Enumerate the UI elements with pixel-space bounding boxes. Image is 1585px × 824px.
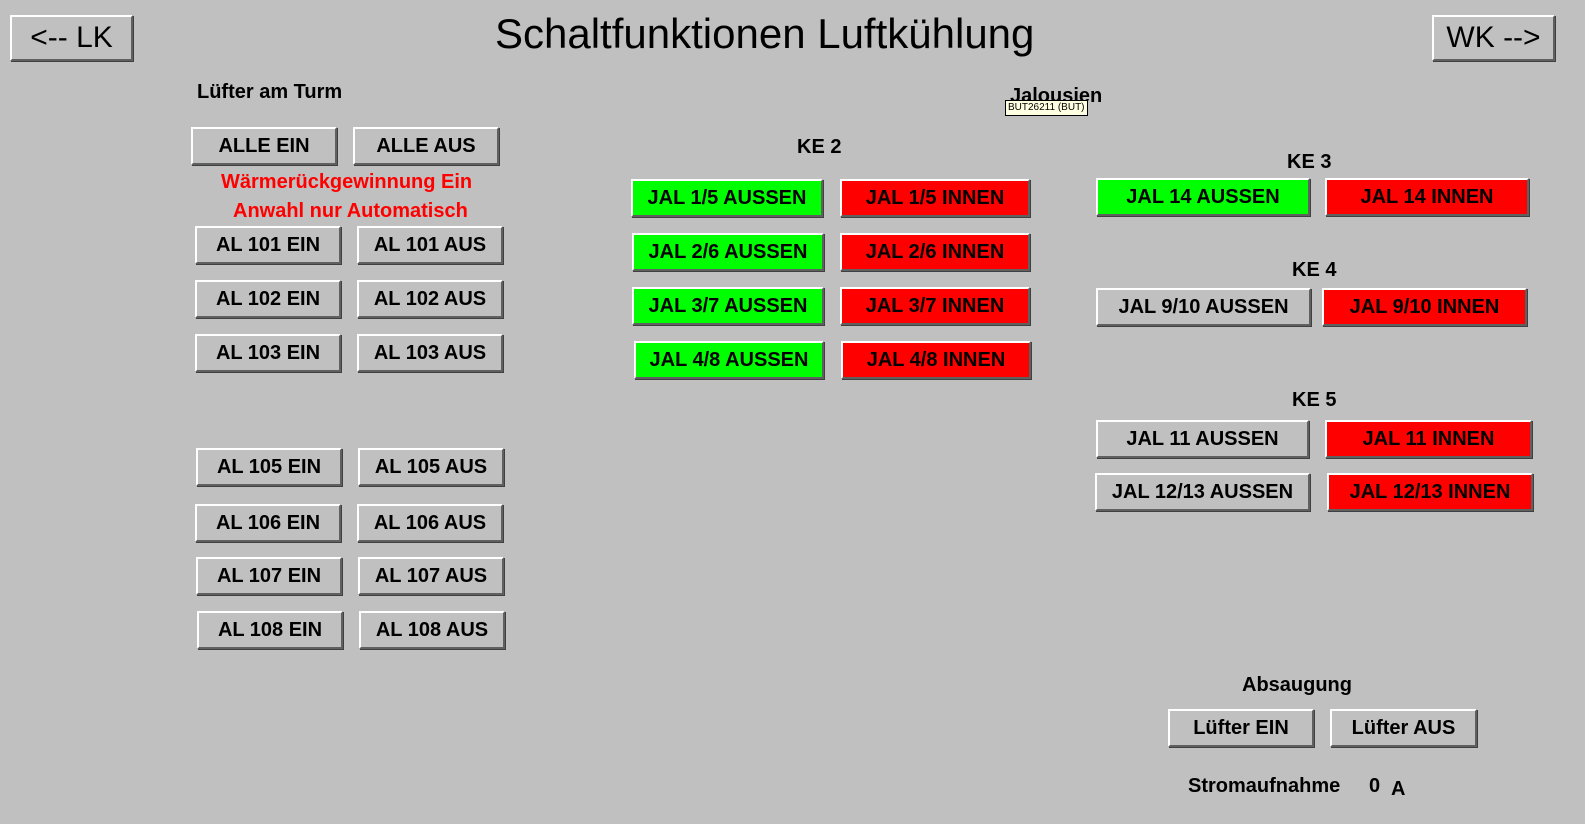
- al-103-aus-button[interactable]: AL 103 AUS: [357, 334, 503, 372]
- jal-11-innen-button[interactable]: JAL 11 INNEN: [1325, 420, 1532, 458]
- al-106-aus-button[interactable]: AL 106 AUS: [357, 504, 503, 542]
- stromaufnahme-unit: A: [1391, 778, 1406, 800]
- luefter-ein-button[interactable]: Lüfter EIN: [1168, 709, 1314, 747]
- al-108-aus-button[interactable]: AL 108 AUS: [359, 611, 505, 649]
- al-102-aus-button[interactable]: AL 102 AUS: [357, 280, 503, 318]
- al-106-ein-button[interactable]: AL 106 EIN: [195, 504, 341, 542]
- al-101-aus-button[interactable]: AL 101 AUS: [357, 226, 503, 264]
- back-lk-button[interactable]: <-- LK: [10, 15, 133, 61]
- al-105-aus-button[interactable]: AL 105 AUS: [358, 448, 504, 486]
- anwahl-automatik-warning: Anwahl nur Automatisch: [233, 200, 468, 222]
- stromaufnahme-label: Stromaufnahme: [1188, 775, 1341, 797]
- jal-4-8-aussen-button[interactable]: JAL 4/8 AUSSEN: [634, 341, 824, 379]
- luefter-aus-button[interactable]: Lüfter AUS: [1330, 709, 1477, 747]
- jal-2-6-aussen-button[interactable]: JAL 2/6 AUSSEN: [632, 233, 824, 271]
- jal-9-10-innen-button[interactable]: JAL 9/10 INNEN: [1322, 288, 1527, 326]
- jal-1-5-aussen-button[interactable]: JAL 1/5 AUSSEN: [631, 179, 823, 217]
- ke5-label: KE 5: [1292, 389, 1337, 411]
- ke4-label: KE 4: [1292, 259, 1337, 281]
- al-107-ein-button[interactable]: AL 107 EIN: [196, 557, 342, 595]
- waermerueckgewinnung-warning: Wärmerückgewinnung Ein: [221, 171, 473, 193]
- jal-4-8-innen-button[interactable]: JAL 4/8 INNEN: [841, 341, 1031, 379]
- jal-14-innen-button[interactable]: JAL 14 INNEN: [1325, 178, 1529, 216]
- luefter-heading: Lüfter am Turm: [197, 81, 343, 103]
- jal-2-6-innen-button[interactable]: JAL 2/6 INNEN: [840, 233, 1030, 271]
- al-101-ein-button[interactable]: AL 101 EIN: [195, 226, 341, 264]
- jal-3-7-aussen-button[interactable]: JAL 3/7 AUSSEN: [632, 287, 824, 325]
- al-108-ein-button[interactable]: AL 108 EIN: [197, 611, 343, 649]
- jal-1-5-innen-button[interactable]: JAL 1/5 INNEN: [840, 179, 1030, 217]
- alle-ein-button[interactable]: ALLE EIN: [191, 127, 337, 165]
- jal-12-13-innen-button[interactable]: JAL 12/13 INNEN: [1327, 473, 1533, 511]
- stromaufnahme-value: 0: [1369, 775, 1381, 797]
- page-title: Schaltfunktionen Luftkühlung: [495, 10, 1035, 57]
- button-tooltip: BUT26211 (BUT): [1005, 100, 1088, 116]
- al-105-ein-button[interactable]: AL 105 EIN: [196, 448, 342, 486]
- al-107-aus-button[interactable]: AL 107 AUS: [358, 557, 504, 595]
- jal-9-10-aussen-button[interactable]: JAL 9/10 AUSSEN: [1096, 288, 1311, 326]
- absaugung-heading: Absaugung: [1242, 674, 1352, 696]
- jal-3-7-innen-button[interactable]: JAL 3/7 INNEN: [840, 287, 1030, 325]
- forward-wk-button[interactable]: WK -->: [1432, 15, 1555, 61]
- al-102-ein-button[interactable]: AL 102 EIN: [195, 280, 341, 318]
- al-103-ein-button[interactable]: AL 103 EIN: [195, 334, 341, 372]
- ke2-label: KE 2: [797, 136, 842, 158]
- alle-aus-button[interactable]: ALLE AUS: [353, 127, 499, 165]
- jal-12-13-aussen-button[interactable]: JAL 12/13 AUSSEN: [1095, 473, 1310, 511]
- jal-14-aussen-button[interactable]: JAL 14 AUSSEN: [1096, 178, 1310, 216]
- jal-11-aussen-button[interactable]: JAL 11 AUSSEN: [1096, 420, 1309, 458]
- ke3-label: KE 3: [1287, 151, 1332, 173]
